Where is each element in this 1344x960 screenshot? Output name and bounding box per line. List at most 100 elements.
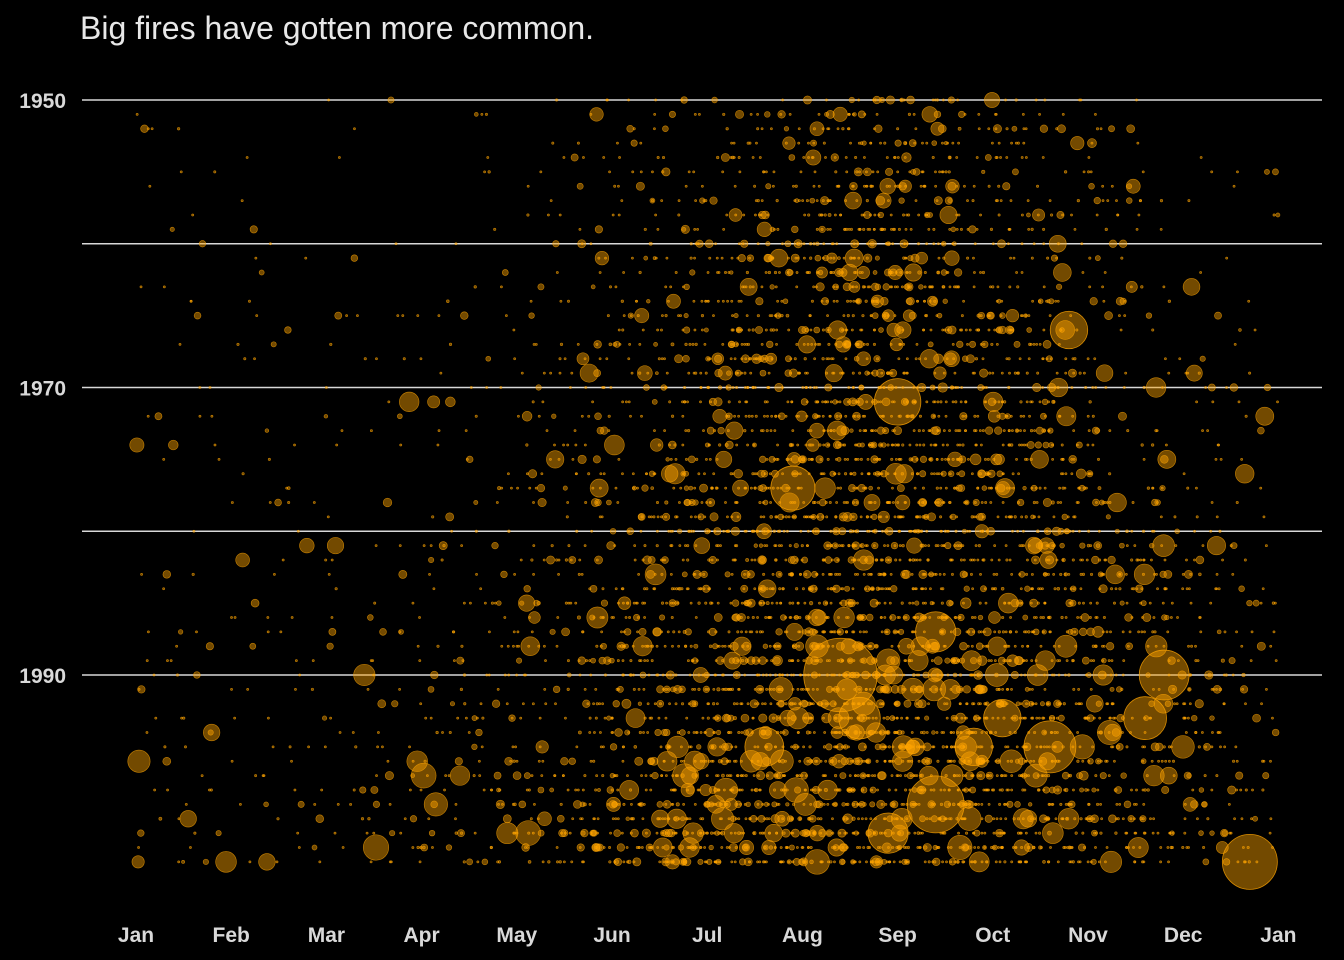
fire-point [1145,312,1153,319]
fire-point [647,757,656,766]
fire-point [1232,759,1236,763]
fire-point [799,572,803,576]
fire-point [980,501,984,504]
fire-point [1021,529,1025,533]
fire-point [689,745,693,749]
fire-point [770,414,774,418]
fire-point [852,486,856,490]
fire-point [1023,673,1027,677]
fire-point [1048,542,1056,550]
fire-point [1021,112,1025,116]
fire-point [398,544,402,548]
fire-point [1188,702,1192,706]
fire-point [944,400,948,404]
fire-point [394,242,398,246]
fire-point [599,644,603,648]
fire-point [1061,112,1065,116]
fire-point [953,544,957,548]
fire-point [480,745,484,749]
fire-point [607,414,611,418]
fire-point [979,213,982,217]
fire-point [727,400,731,404]
fire-point [775,628,783,636]
fire-point [577,572,581,576]
fire-point [1078,745,1082,749]
fire-point [955,213,959,217]
fire-point [1096,759,1100,763]
fire-point [1122,386,1126,389]
fire-point [650,438,664,452]
fire-point [964,501,968,504]
fire-point [856,457,860,461]
fire-point [766,340,774,349]
fire-point [525,443,529,447]
fire-point [179,170,183,174]
fire-point [1024,687,1030,692]
fire-point [803,213,807,217]
fire-point [884,630,888,634]
fire-point [1026,558,1029,562]
fire-point [916,299,920,303]
fire-point [755,685,765,694]
fire-point [272,572,276,576]
fire-point [1204,745,1207,749]
fire-point [566,659,570,663]
fire-point [1115,296,1125,306]
fire-point [781,587,785,591]
fire-point [1028,414,1031,418]
fire-point [697,513,705,521]
fire-point [879,558,883,562]
fire-point [1215,572,1219,576]
fire-point [891,745,895,749]
fire-point [1020,271,1024,274]
fire-point [1131,501,1135,504]
fire-point [1050,659,1054,663]
fire-point [1013,656,1023,666]
fire-point [891,443,895,447]
fire-point [747,328,751,332]
fire-point [879,729,886,736]
fire-point [944,486,948,490]
fire-point [994,155,998,160]
fire-point [715,702,719,706]
fire-point [700,328,704,332]
fire-point [574,601,578,605]
fire-point [594,687,598,691]
fire-point [868,285,872,289]
fire-point [885,156,889,159]
fire-point [774,414,778,418]
fire-point [1125,178,1141,194]
fire-point [685,457,688,461]
fire-point [1263,383,1272,392]
fire-point [1002,182,1011,191]
fire-point [584,386,588,389]
fire-point [542,558,546,562]
fire-point [721,299,725,303]
fire-point [428,556,435,564]
fire-point [1210,687,1214,691]
fire-point [1008,371,1011,375]
fire-point [1041,357,1045,361]
fire-point [600,630,604,634]
fire-point [825,98,828,102]
fire-point [812,242,816,246]
fire-point [168,439,179,451]
fire-point [956,544,959,548]
fire-point [205,642,214,651]
fire-point [382,497,393,508]
fire-point [590,657,596,664]
fire-point [910,457,914,461]
fire-point [1029,598,1039,608]
fire-point [656,156,660,159]
fire-point [865,400,869,404]
fire-point [1086,695,1104,713]
fire-point [1218,687,1223,692]
fire-point [884,587,887,591]
fire-point [1252,599,1260,607]
fire-point [660,601,665,605]
fire-point [819,759,823,763]
fire-point [746,644,750,648]
fire-point [512,644,515,648]
fire-point [1114,673,1118,677]
fire-point [765,400,769,404]
